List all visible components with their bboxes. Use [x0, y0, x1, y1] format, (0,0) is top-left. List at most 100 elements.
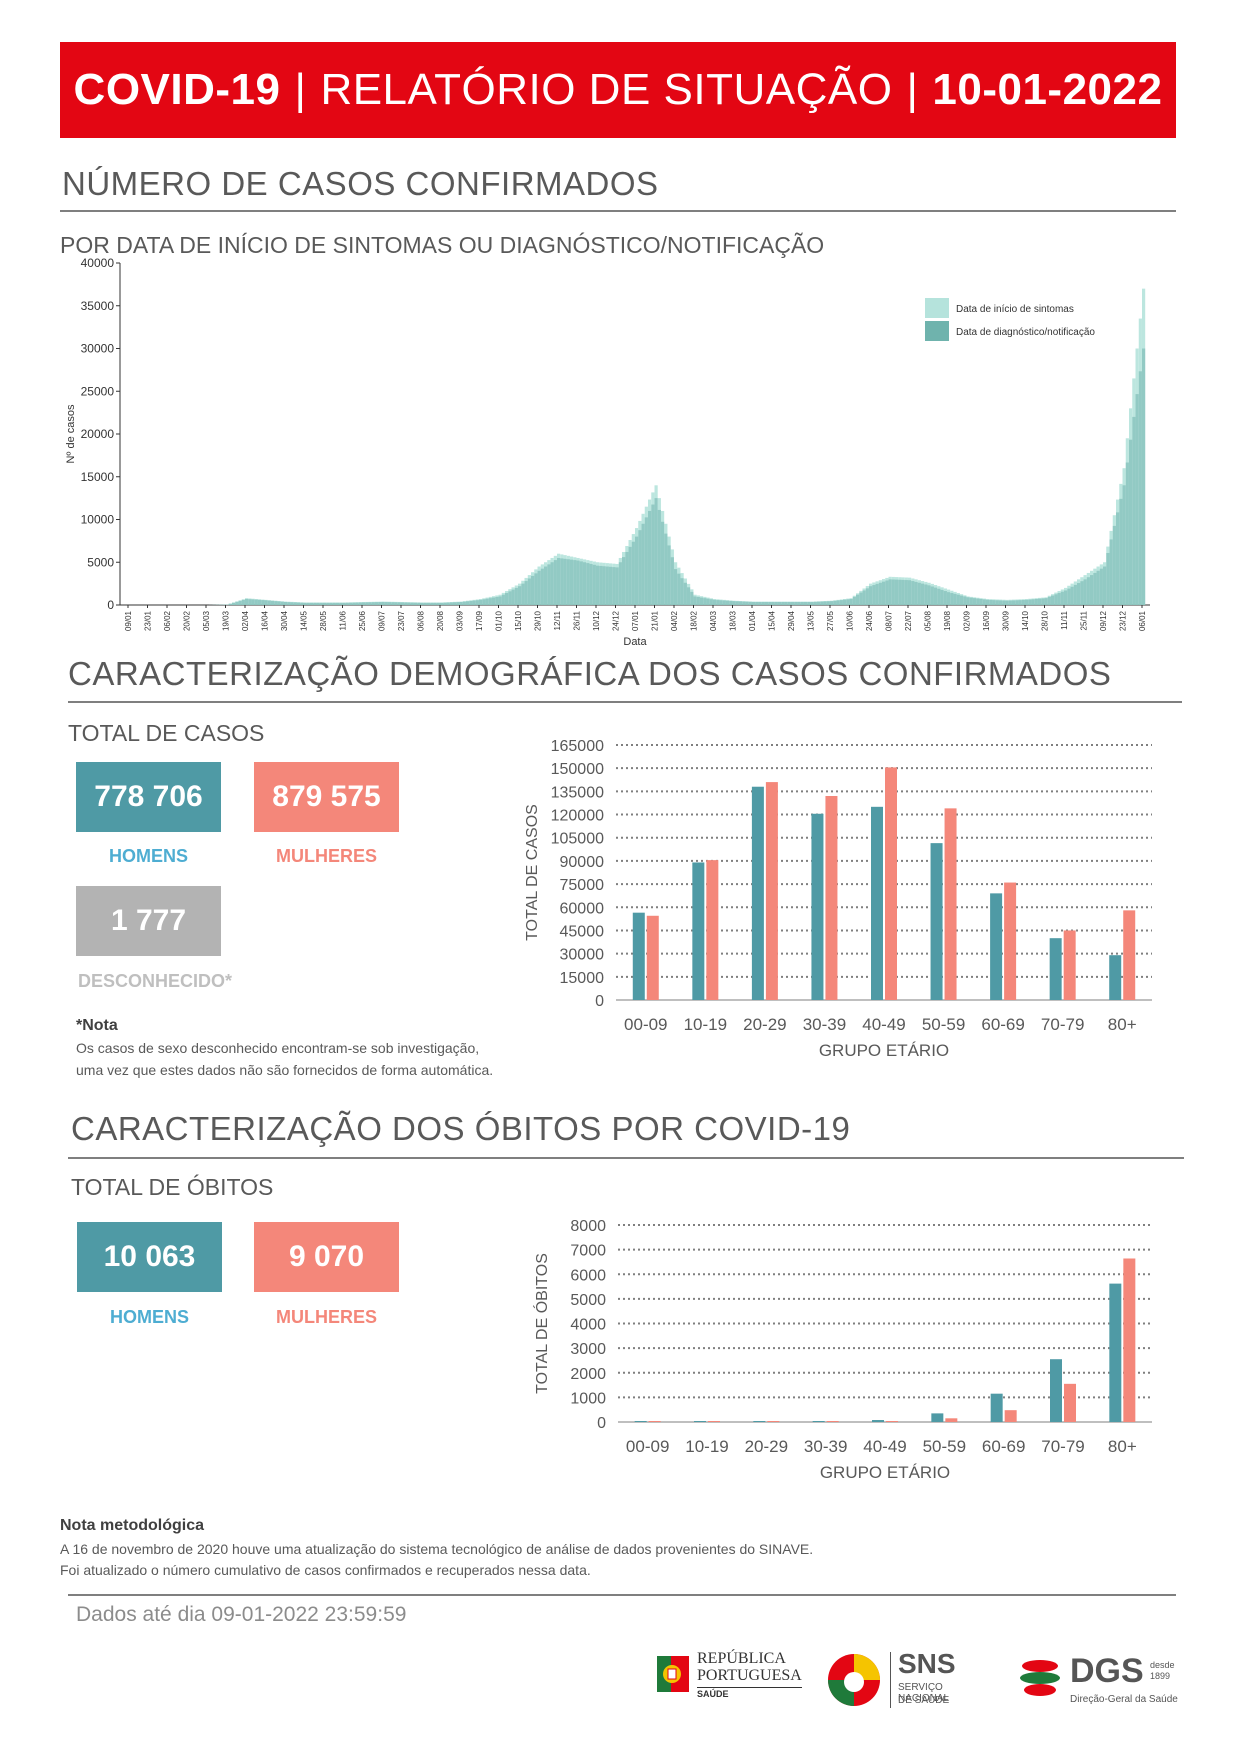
- series-bar-diagnosis: [443, 602, 447, 605]
- series-bar-diagnosis: [306, 602, 310, 605]
- series-bar-diagnosis: [365, 602, 369, 605]
- series-bar-diagnosis: [791, 602, 795, 605]
- y-tick-label: 5000: [87, 555, 114, 569]
- series-bar-diagnosis: [774, 602, 778, 605]
- x-tick-label: 28/10: [1041, 610, 1050, 631]
- series-bar-diagnosis: [761, 602, 765, 605]
- logo1-line1: REPÚBLICA: [697, 1650, 786, 1667]
- x-tick-label: 26/11: [573, 610, 582, 630]
- series-bar-diagnosis: [384, 602, 388, 605]
- section-title-demography: CARACTERIZAÇÃO DEMOGRÁFICA DOS CASOS CON…: [68, 655, 1112, 692]
- series-bar-diagnosis: [566, 559, 570, 605]
- series-bar-diagnosis: [687, 587, 691, 605]
- series-bar-diagnosis: [427, 602, 431, 605]
- banner-covid: COVID-19: [73, 65, 281, 114]
- sns-emblem-icon: [828, 1654, 880, 1706]
- x-tick-label: 00-09: [626, 1437, 669, 1456]
- bar-men: [1050, 1359, 1062, 1422]
- series-bar-diagnosis: [469, 600, 473, 605]
- bar-men: [1109, 955, 1122, 1000]
- x-tick-label: 02/04: [241, 610, 250, 631]
- x-tick-label: 21/01: [651, 610, 660, 631]
- bar-women: [885, 767, 897, 1000]
- series-bar-diagnosis: [885, 580, 889, 605]
- x-tick-label: 04/03: [709, 610, 718, 631]
- series-bar-diagnosis: [1077, 583, 1081, 605]
- section-title-cases: NÚMERO DE CASOS CONFIRMADOS: [62, 165, 659, 202]
- series-bar-diagnosis: [310, 602, 314, 605]
- x-tick-label: 15/10: [514, 610, 523, 631]
- series-bar-diagnosis: [258, 599, 262, 605]
- x-tick-label: 04/02: [670, 610, 679, 631]
- series-bar-diagnosis: [872, 585, 876, 605]
- x-tick-label: 18/03: [729, 610, 738, 631]
- bar-men: [753, 1421, 766, 1422]
- series-bar-diagnosis: [739, 601, 743, 605]
- series-bar-diagnosis: [943, 591, 947, 605]
- y-tick-label: 0: [595, 993, 604, 1010]
- series-bar-diagnosis: [989, 600, 993, 605]
- series-bar-diagnosis: [345, 602, 349, 605]
- series-bar-diagnosis: [999, 600, 1003, 605]
- series-bar-diagnosis: [570, 559, 574, 605]
- bar-men: [930, 843, 943, 1000]
- series-bar-diagnosis: [342, 602, 346, 605]
- x-tick-label: 20/02: [183, 610, 192, 631]
- x-tick-label: 60-69: [981, 1015, 1024, 1034]
- men-deaths-box: 10 063: [77, 1222, 222, 1292]
- series-bar-diagnosis: [375, 602, 379, 605]
- legend-swatch: [925, 321, 949, 341]
- series-bar-diagnosis: [911, 581, 915, 605]
- x-tick-label: 14/05: [300, 610, 309, 631]
- x-tick-label: 01/10: [495, 610, 504, 631]
- x-tick-label: 10/12: [592, 610, 601, 631]
- series-bar-diagnosis: [784, 602, 788, 605]
- x-tick-label: 05/03: [202, 610, 211, 631]
- series-bar-diagnosis: [787, 602, 791, 605]
- y-tick-label: 150000: [551, 761, 604, 778]
- series-bar-diagnosis: [381, 602, 385, 605]
- series-bar-diagnosis: [410, 602, 414, 605]
- report-banner: COVID-19 | RELATÓRIO DE SITUAÇÃO | 10-01…: [60, 42, 1176, 138]
- series-bar-diagnosis: [388, 602, 392, 605]
- series-bar-diagnosis: [579, 561, 583, 605]
- series-bar-diagnosis: [921, 583, 925, 605]
- y-tick-label: 105000: [551, 831, 604, 848]
- series-bar-diagnosis: [794, 602, 798, 605]
- women-cases-label: MULHERES: [275, 846, 377, 866]
- series-bar-diagnosis: [355, 602, 359, 605]
- series-bar-diagnosis: [397, 602, 401, 605]
- series-bar-diagnosis: [319, 602, 323, 605]
- x-tick-label: 23/01: [144, 610, 153, 631]
- series-bar-diagnosis: [865, 588, 869, 605]
- bar-women: [1123, 1258, 1136, 1422]
- x-tick-label: 08/07: [885, 610, 894, 631]
- series-bar-diagnosis: [264, 600, 268, 605]
- series-bar-diagnosis: [1008, 600, 1012, 605]
- series-bar-diagnosis: [417, 602, 421, 605]
- x-tick-label: 80+: [1108, 1015, 1137, 1034]
- series-bar-diagnosis: [878, 582, 882, 605]
- series-bar-diagnosis: [404, 602, 408, 605]
- x-tick-label: 30-39: [804, 1437, 847, 1456]
- x-tick-label: 09/12: [1099, 610, 1108, 631]
- series-bar-diagnosis: [1083, 579, 1087, 605]
- series-bar-diagnosis: [228, 603, 232, 605]
- series-bar-diagnosis: [371, 602, 375, 605]
- series-bar-diagnosis: [254, 599, 258, 605]
- series-bar-diagnosis: [1054, 594, 1058, 605]
- series-bar-diagnosis: [1044, 598, 1048, 605]
- series-bar-diagnosis: [976, 598, 980, 605]
- series-bar-diagnosis: [1109, 539, 1113, 605]
- series-bar-diagnosis: [1057, 593, 1061, 605]
- series-bar-diagnosis: [1116, 512, 1120, 605]
- x-tick-label: 70-79: [1041, 1437, 1084, 1456]
- series-bar-diagnosis: [544, 566, 548, 605]
- series-bar-diagnosis: [930, 586, 934, 605]
- republica-portuguesa-logo: REPÚBLICA PORTUGUESA SAÚDE: [655, 1648, 815, 1708]
- y-tick-label: 1000: [570, 1390, 606, 1407]
- x-tick-label: 25/06: [358, 610, 367, 631]
- series-bar-diagnosis: [690, 591, 694, 605]
- x-tick-label: 15/04: [768, 610, 777, 631]
- series-bar-diagnosis: [1060, 591, 1064, 605]
